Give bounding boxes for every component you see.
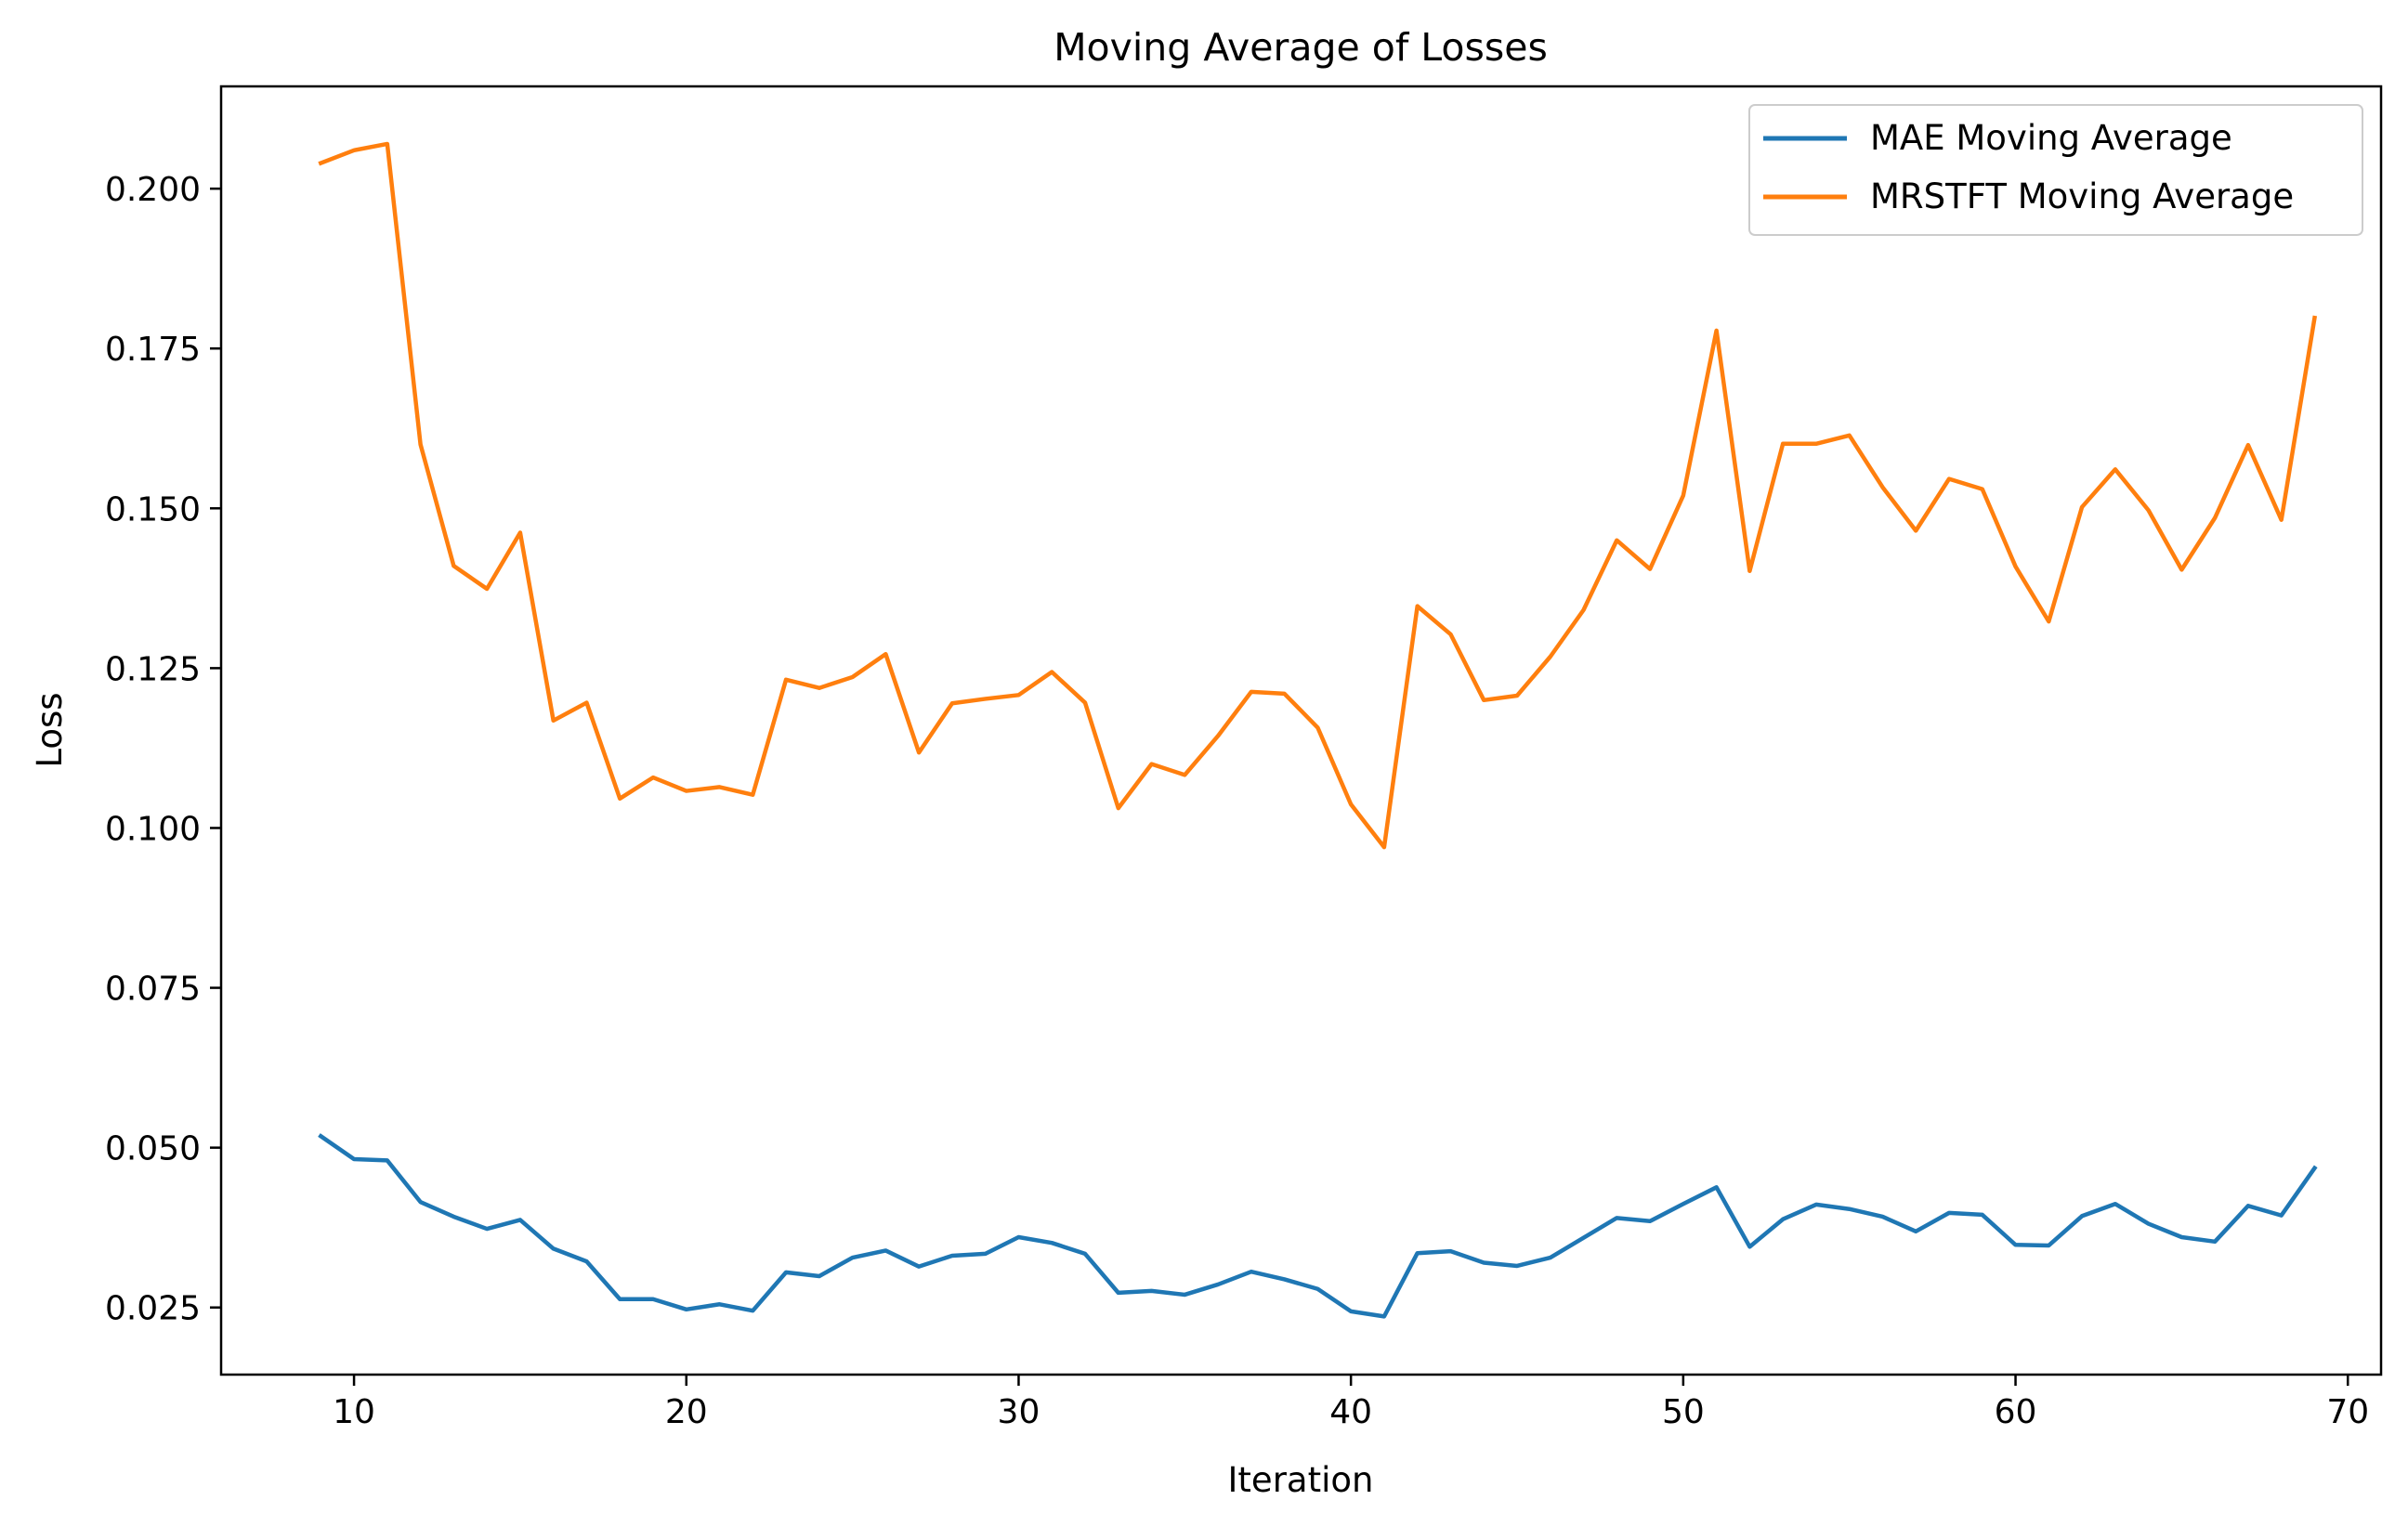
plot-area — [221, 86, 2381, 1375]
legend-label-mrstft: MRSTFT Moving Average — [1870, 176, 2294, 216]
y-axis-label: Loss — [30, 692, 70, 767]
x-tick-label: 10 — [333, 1393, 375, 1431]
y-axis-ticks: 0.025 0.050 0.075 0.100 0.125 0.150 0.175 0.200 — [105, 171, 221, 1328]
series-line-mae — [318, 1133, 2318, 1319]
y-tick-label: 0.050 — [105, 1130, 201, 1168]
legend-box — [1748, 104, 2363, 236]
y-tick-label: 0.200 — [105, 171, 201, 209]
y-tick-label: 0.175 — [105, 331, 201, 369]
legend: MAE Moving Average MRSTFT Moving Average — [1748, 104, 2363, 236]
x-tick-label: 30 — [998, 1393, 1040, 1431]
y-tick-label: 0.150 — [105, 490, 201, 528]
y-tick-label: 0.100 — [105, 810, 201, 848]
y-tick-label: 0.125 — [105, 650, 201, 688]
x-tick-label: 60 — [1995, 1393, 2037, 1431]
x-tick-label: 20 — [665, 1393, 708, 1431]
x-axis-label: Iteration — [1228, 1460, 1374, 1500]
y-tick-label: 0.075 — [105, 971, 201, 1009]
x-axis-ticks: 10 20 30 40 50 60 70 — [333, 1375, 2369, 1431]
x-tick-label: 70 — [2326, 1393, 2369, 1431]
series-line-mrstft — [318, 141, 2318, 850]
series-lines — [318, 141, 2318, 1319]
chart-title: Moving Average of Losses — [1054, 25, 1548, 70]
x-tick-label: 50 — [1662, 1393, 1705, 1431]
y-tick-label: 0.025 — [105, 1290, 201, 1328]
x-tick-label: 40 — [1329, 1393, 1372, 1431]
plot-frame — [219, 85, 2383, 1376]
legend-label-mae: MAE Moving Average — [1870, 118, 2232, 158]
